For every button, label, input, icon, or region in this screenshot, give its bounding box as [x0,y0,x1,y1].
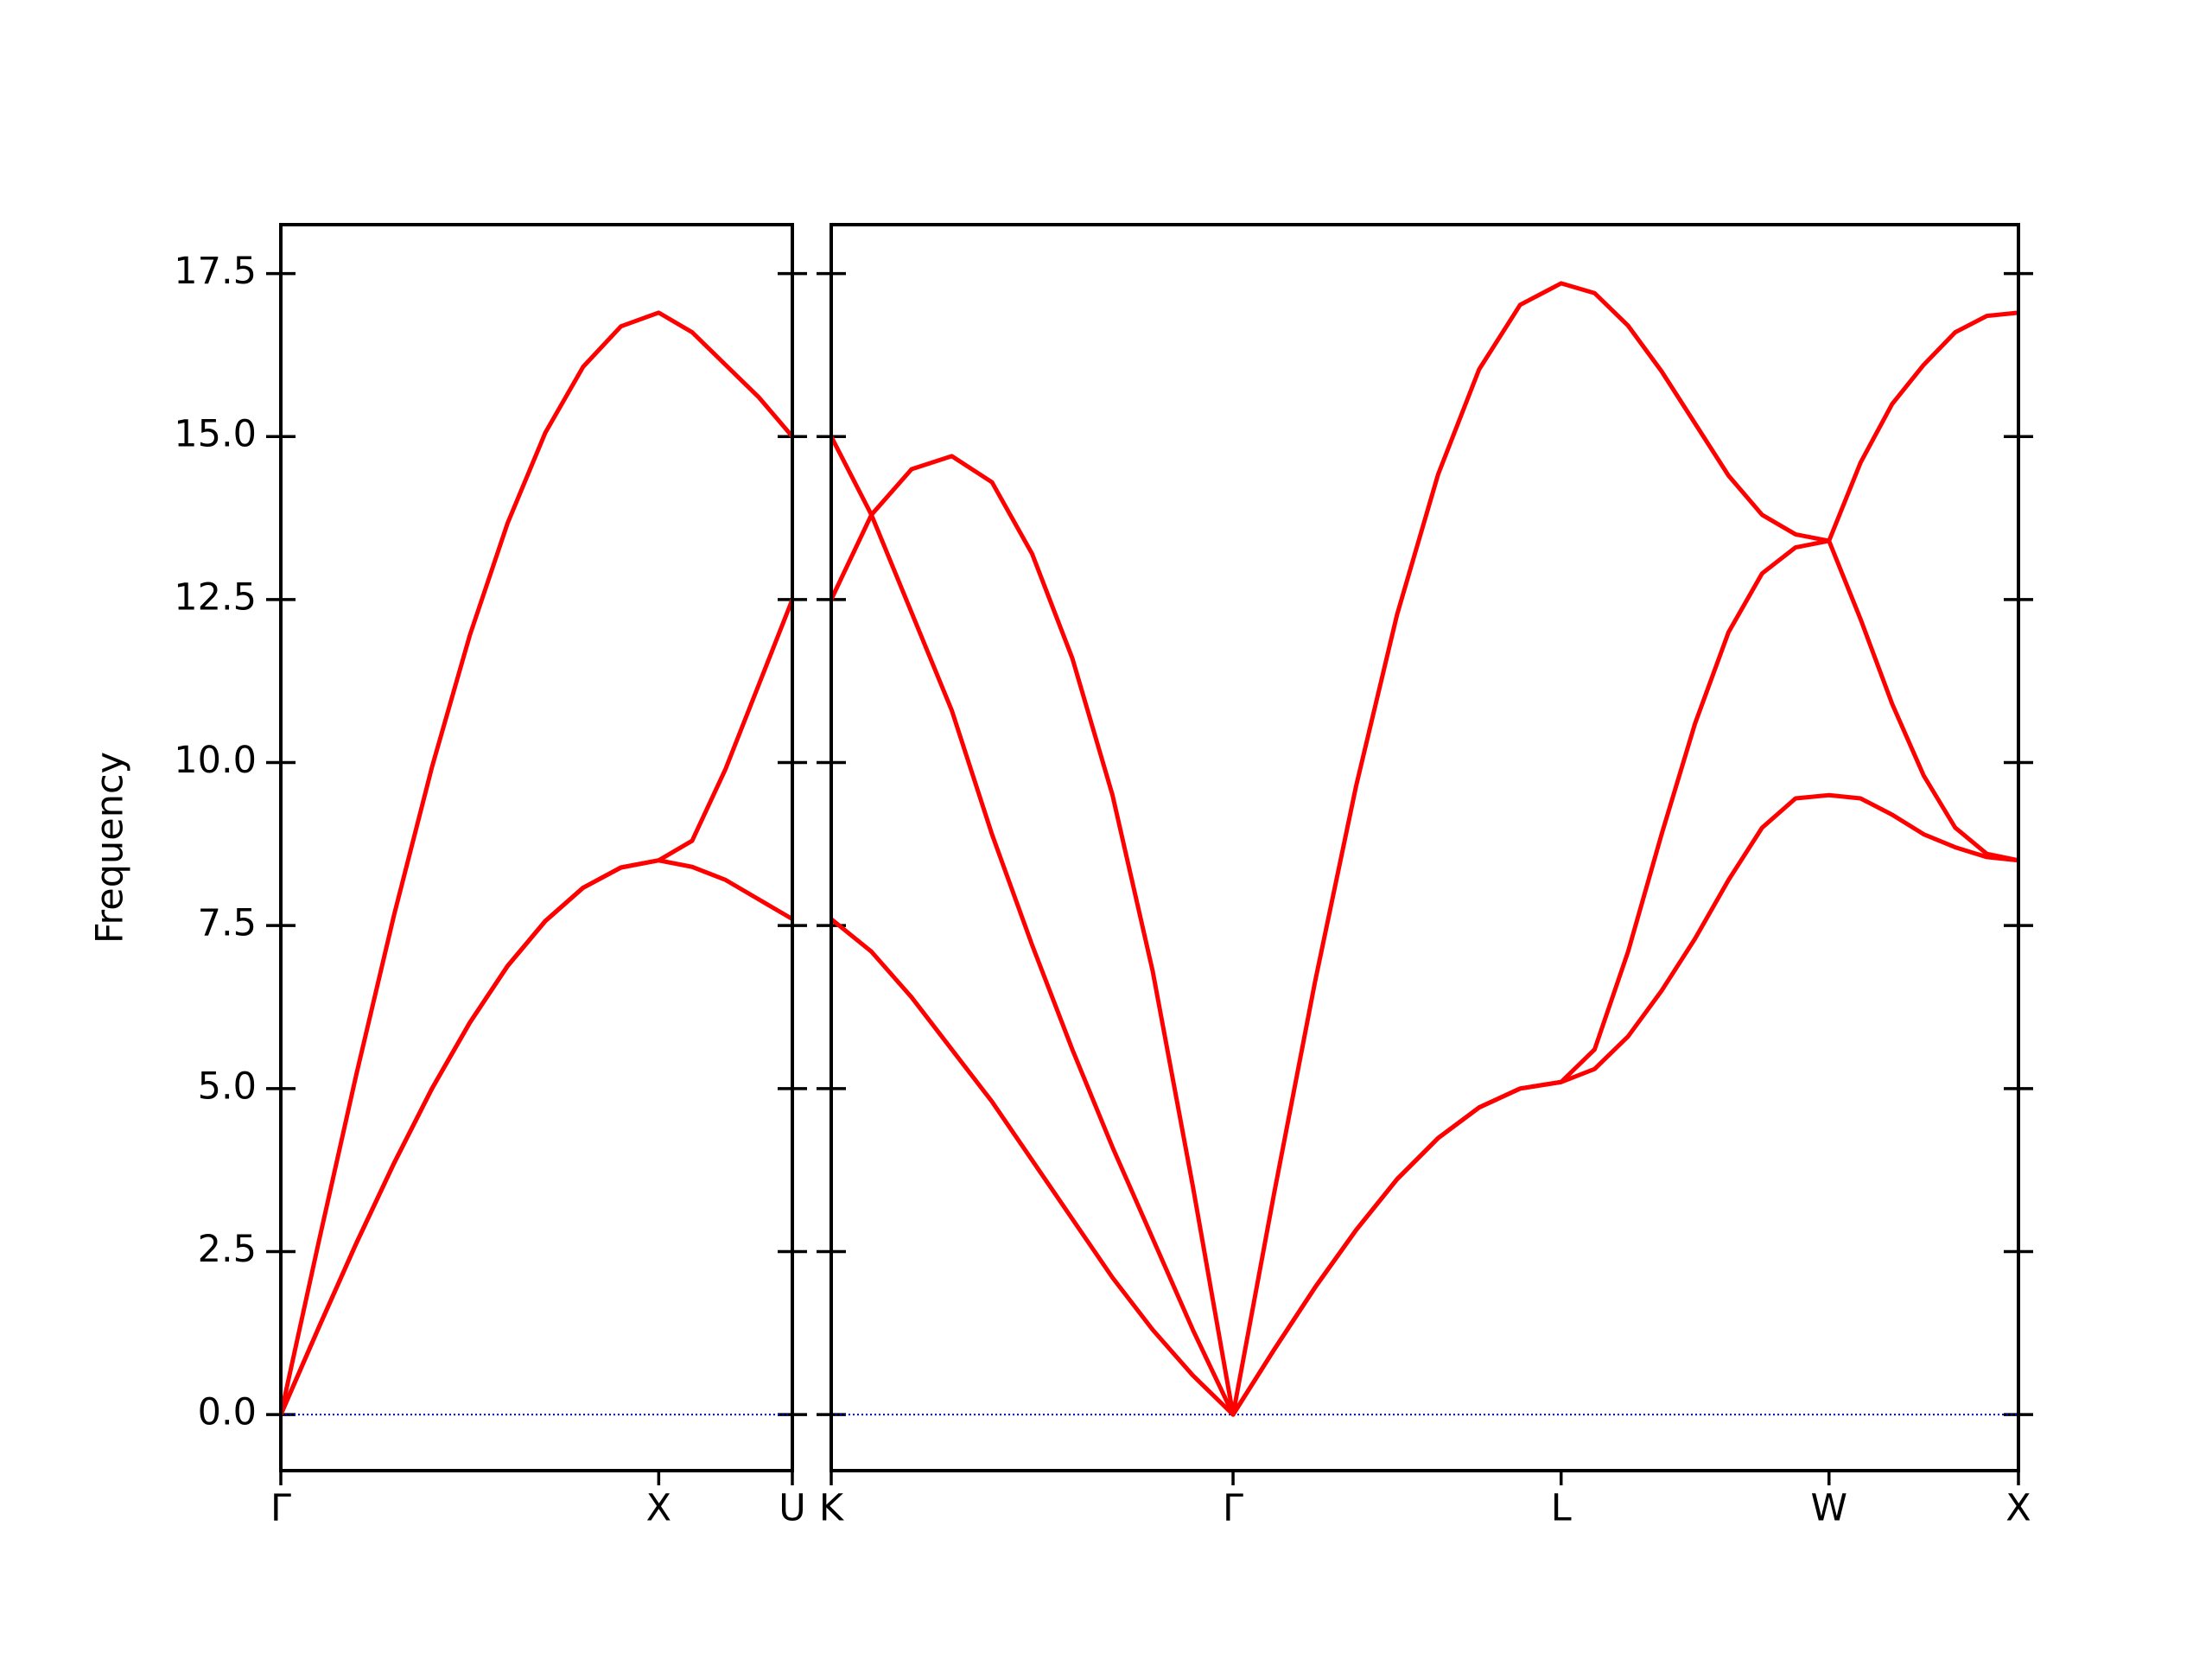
x-tick-label: Γ [270,1487,291,1530]
y-tick-label: 10.0 [174,739,257,782]
band-line [278,858,794,1416]
x-tick-label: U [779,1487,805,1530]
band-line [829,310,2019,1417]
band-line [278,598,795,1416]
y-axis-label: Frequency [89,752,132,944]
axes-frame [830,223,2020,1472]
axes-frame [279,223,794,1472]
band-line [278,310,794,1415]
x-tick-label: X [646,1487,671,1530]
x-tick-label: K [819,1487,845,1530]
y-tick-label: 2.5 [198,1228,257,1271]
band-line [830,792,2019,1417]
x-tick-label: L [1551,1487,1572,1530]
y-tick-label: 7.5 [198,902,257,945]
x-tick-label: X [2005,1487,2031,1530]
x-tick-label: W [1810,1487,1847,1530]
y-tick-label: 5.0 [198,1065,257,1108]
band-line [829,281,2019,1417]
y-tick-label: 15.0 [174,413,257,456]
x-tick-label: Γ [1223,1487,1243,1530]
y-tick-label: 0.0 [198,1391,257,1434]
y-tick-label: 17.5 [174,250,257,293]
y-tick-label: 12.5 [174,575,257,619]
